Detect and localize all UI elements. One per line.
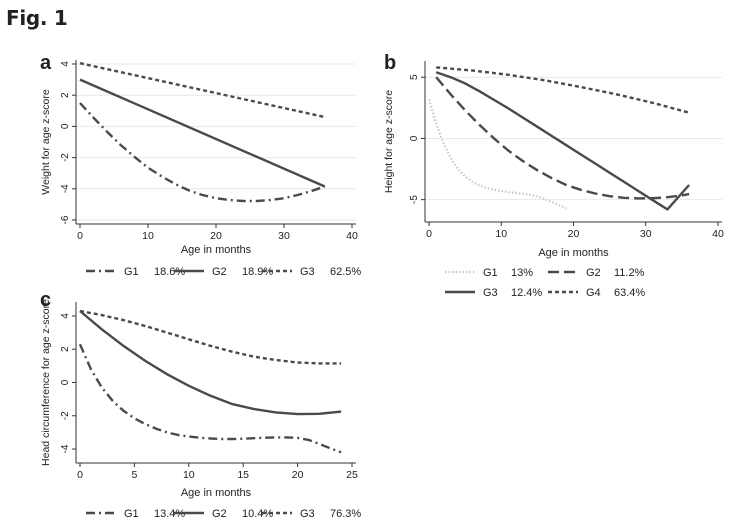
y-tick-label: -4: [60, 184, 71, 193]
y-tick-label: 2: [60, 92, 71, 98]
y-tick-label: -2: [60, 411, 71, 420]
x-tick-label: 20: [210, 230, 222, 242]
legend-label: G1: [483, 267, 498, 279]
legend-label: G3: [300, 266, 315, 278]
legend-label: G3: [483, 287, 498, 299]
y-axis-title: Head circumference for age z-score: [40, 299, 52, 466]
legend-label: G1: [124, 266, 139, 278]
y-tick-label: -5: [409, 195, 420, 204]
x-tick-label: 5: [131, 469, 137, 481]
x-tick-label: 25: [346, 469, 358, 481]
series-line-g2: [435, 76, 690, 200]
panel-letter: b: [384, 52, 396, 74]
x-tick-label: 10: [183, 469, 195, 481]
x-tick-label: 20: [568, 228, 580, 240]
legend-value: 18.6%: [154, 266, 185, 278]
legend-value: 62.5%: [330, 266, 361, 278]
y-tick-label: 0: [60, 379, 71, 385]
y-tick-label: 4: [60, 61, 71, 67]
y-tick-label: 0: [60, 123, 71, 129]
legend-value: 10.4%: [242, 508, 273, 520]
series-line-g2: [79, 310, 342, 416]
y-tick-label: -2: [60, 153, 71, 162]
y-tick-label: -4: [60, 444, 71, 453]
series-line-g3: [79, 309, 342, 365]
legend-value: 63.4%: [614, 287, 645, 299]
x-axis-title: Age in months: [181, 487, 252, 499]
y-axis-title: Weight for age z-score: [40, 89, 52, 195]
x-tick-label: 10: [142, 230, 154, 242]
series-line-g2: [79, 78, 326, 188]
x-tick-label: 20: [292, 469, 304, 481]
x-tick-label: 30: [640, 228, 652, 240]
x-axis-title: Age in months: [538, 247, 609, 259]
y-axis-title: Height for age z-score: [383, 90, 395, 193]
x-tick-label: 0: [77, 230, 83, 242]
x-tick-label: 40: [346, 230, 358, 242]
y-tick-label: 0: [409, 135, 420, 141]
x-tick-label: 40: [712, 228, 724, 240]
legend-value: 11.2%: [614, 267, 645, 279]
legend-label: G2: [212, 266, 227, 278]
figure-title: Fig. 1: [6, 6, 68, 30]
x-tick-label: 30: [278, 230, 290, 242]
legend-label: G4: [586, 287, 601, 299]
series-line-g1: [427, 98, 567, 210]
y-tick-label: 2: [60, 346, 71, 352]
x-tick-label: 10: [495, 228, 507, 240]
legend-label: G1: [124, 508, 139, 520]
panel-letter: c: [40, 289, 51, 311]
series-line-g3: [79, 62, 326, 119]
series-line-g3: [435, 71, 690, 211]
legend-value: 18.9%: [242, 266, 273, 278]
series-line-g1: [78, 343, 342, 454]
x-tick-label: 0: [77, 469, 83, 481]
legend-label: G2: [212, 508, 227, 520]
legend-value: 12.4%: [511, 287, 542, 299]
series-line-g1: [79, 102, 326, 203]
series-line-g4: [436, 66, 690, 114]
y-tick-label: -6: [60, 215, 71, 224]
y-tick-label: 4: [60, 313, 71, 319]
panel-letter: a: [40, 52, 52, 74]
legend-value: 13%: [511, 267, 533, 279]
legend-label: G3: [300, 508, 315, 520]
legend-value: 76.3%: [330, 508, 361, 520]
y-tick-label: 5: [409, 74, 420, 80]
legend-label: G2: [586, 267, 601, 279]
panel-b: b 5 0 -5 0 10 20 30 40 Age in months Height for ag…: [383, 52, 724, 299]
x-axis-title: Age in months: [181, 244, 252, 256]
x-tick-label: 15: [237, 469, 249, 481]
x-tick-label: 0: [426, 228, 432, 240]
legend-value: 13.4%: [154, 508, 185, 520]
